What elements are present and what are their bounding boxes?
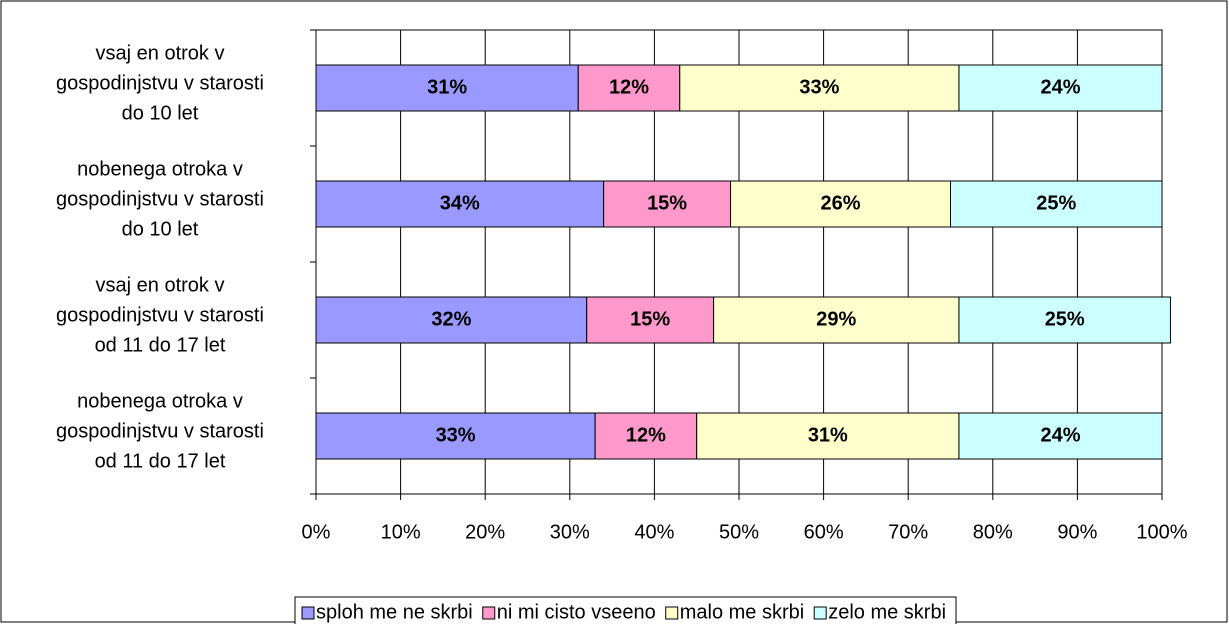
bar-segment (315, 180, 605, 228)
legend-label: sploh me ne skrbi (316, 601, 473, 623)
bar-segment (315, 64, 579, 112)
legend-label: malo me skrbi (680, 601, 804, 623)
y-tick-label: do 10 let (122, 218, 199, 240)
y-tick-label: gospodinjstvu v starosti (56, 72, 264, 94)
x-tick-label: 70% (888, 521, 928, 543)
y-tick-label: gospodinjstvu v starosti (56, 304, 264, 326)
value-label: 24% (1040, 424, 1080, 446)
y-tick-label: nobenega otroka v (77, 158, 243, 180)
y-tick-label: nobenega otroka v (77, 390, 243, 412)
value-label: 24% (1040, 76, 1080, 98)
y-tick-label: od 11 do 17 let (95, 334, 226, 356)
y-tick-label: gospodinjstvu v starosti (56, 188, 264, 210)
x-tick-label: 80% (973, 521, 1013, 543)
value-label: 31% (427, 76, 467, 98)
bar-segment (315, 412, 596, 460)
x-tick-label: 90% (1057, 521, 1097, 543)
x-tick-label: 10% (381, 521, 421, 543)
value-label: 33% (436, 424, 476, 446)
bar-segment (315, 296, 588, 344)
bar-segment (730, 180, 951, 228)
value-label: 12% (626, 424, 666, 446)
bar-segment (586, 296, 715, 344)
value-label: 25% (1045, 308, 1085, 330)
bar-segment (679, 64, 960, 112)
legend-swatch (665, 606, 679, 620)
value-label: 25% (1036, 192, 1076, 214)
legend-label: zelo me skrbi (828, 601, 946, 623)
value-label: 34% (440, 192, 480, 214)
x-tick-label: 20% (465, 521, 505, 543)
x-tick-label: 40% (634, 521, 674, 543)
bar-segment (958, 64, 1163, 112)
value-label: 15% (630, 308, 670, 330)
bar-segment (958, 412, 1163, 460)
value-label: 33% (799, 76, 839, 98)
bar-segment (958, 296, 1171, 344)
bar-segment (950, 180, 1163, 228)
legend-swatch (301, 606, 315, 620)
bar-segment (577, 64, 681, 112)
y-tick-label: gospodinjstvu v starosti (56, 420, 264, 442)
x-tick-label: 50% (719, 521, 759, 543)
x-tick-label: 60% (804, 521, 844, 543)
bar-segment (696, 412, 960, 460)
value-label: 31% (808, 424, 848, 446)
bar-segment (603, 180, 732, 228)
bar-segment (713, 296, 960, 344)
value-label: 26% (821, 192, 861, 214)
value-label: 12% (609, 76, 649, 98)
x-tick-label: 100% (1136, 521, 1187, 543)
y-tick-label: vsaj en otrok v (96, 274, 225, 296)
value-label: 29% (816, 308, 856, 330)
x-tick-label: 0% (302, 521, 331, 543)
value-label: 32% (431, 308, 471, 330)
y-tick-label: do 10 let (122, 102, 199, 124)
legend-swatch (482, 606, 496, 620)
y-tick-label: vsaj en otrok v (96, 42, 225, 64)
legend-label: ni mi cisto vseeno (497, 601, 656, 623)
value-label: 15% (647, 192, 687, 214)
legend-swatch (813, 606, 827, 620)
x-tick-label: 30% (550, 521, 590, 543)
legend-box (294, 596, 957, 624)
y-tick-label: od 11 do 17 let (95, 450, 226, 472)
